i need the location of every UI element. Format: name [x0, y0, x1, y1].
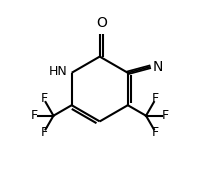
Text: HN: HN	[49, 66, 68, 78]
Text: F: F	[152, 126, 159, 139]
Text: F: F	[30, 109, 37, 122]
Text: F: F	[152, 92, 159, 105]
Text: O: O	[96, 16, 107, 30]
Text: F: F	[40, 126, 47, 139]
Text: F: F	[162, 109, 169, 122]
Text: N: N	[153, 60, 163, 74]
Text: F: F	[40, 92, 47, 105]
